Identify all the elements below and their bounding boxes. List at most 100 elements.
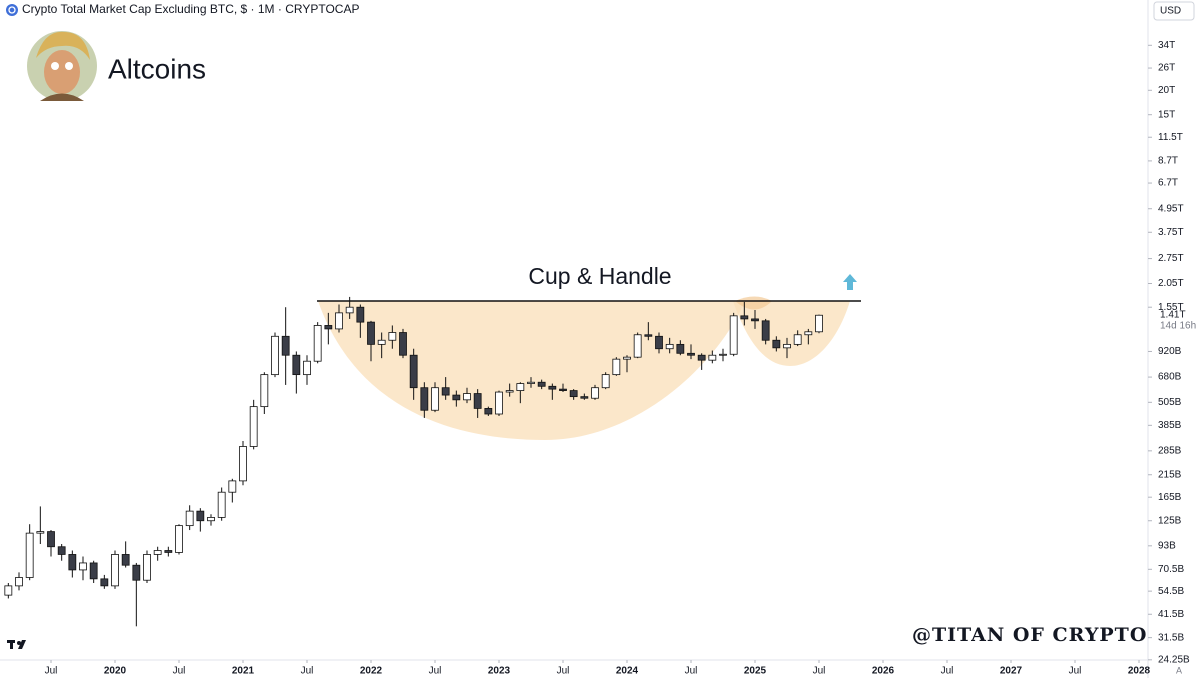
candle-body <box>36 531 45 534</box>
pattern-label: Cup & Handle <box>528 263 671 289</box>
candle-body <box>388 332 397 341</box>
x-tick-label: 2024 <box>616 666 639 677</box>
y-tick-label: 24.25B <box>1158 654 1190 665</box>
y-tick-label: 285B <box>1158 445 1182 456</box>
candle-body <box>761 320 770 341</box>
y-tick-label: 680B <box>1158 372 1182 383</box>
candle-body <box>729 315 738 355</box>
x-tick-label: 2028 <box>1128 666 1151 677</box>
candle-body <box>4 585 13 596</box>
candle-body <box>281 335 290 356</box>
x-tick-label: Jul <box>429 666 442 677</box>
y-tick-label: 34T <box>1158 40 1175 51</box>
y-tick-label: 20T <box>1158 85 1175 96</box>
candle-body <box>804 331 813 336</box>
y-tick-label: 3.75T <box>1158 227 1184 238</box>
candle-body <box>132 564 141 581</box>
candle-body <box>25 532 34 578</box>
y-tick-label: 26T <box>1158 63 1175 74</box>
candle-body <box>601 374 610 389</box>
candle-body <box>271 335 279 376</box>
candle-body <box>676 343 685 354</box>
candle-body <box>57 546 66 555</box>
y-tick-label: 2.75T <box>1158 253 1184 264</box>
candle-body <box>153 550 162 555</box>
candle-body <box>623 356 631 360</box>
breakout-arrow <box>843 274 857 290</box>
y-tick-label: 41.5B <box>1158 609 1184 620</box>
candle-body <box>665 343 674 350</box>
candle-body <box>121 554 130 566</box>
candle-body <box>527 381 535 384</box>
x-tick-label: Jul <box>301 666 314 677</box>
candle-body <box>548 385 557 390</box>
candle-body <box>324 325 333 330</box>
auto-scale-button[interactable]: A <box>1176 665 1182 675</box>
y-tick-label: 125B <box>1158 515 1182 526</box>
candle-body <box>100 578 109 587</box>
y-tick-label: 505B <box>1158 397 1182 408</box>
candle-body <box>559 388 567 391</box>
x-tick-label: 2026 <box>872 666 895 677</box>
candle-body <box>249 406 258 447</box>
x-tick-label: 2023 <box>488 666 511 677</box>
currency-button[interactable] <box>1153 1 1195 21</box>
currency-label[interactable]: USD <box>1160 6 1181 17</box>
candle-body <box>644 334 653 337</box>
candle-body <box>815 314 823 333</box>
y-tick-label: 93B <box>1158 540 1176 551</box>
candle-body <box>793 334 802 345</box>
candle-body <box>783 343 791 349</box>
y-tick-label: 165B <box>1158 492 1182 503</box>
candle-body <box>399 332 407 356</box>
candle-body <box>740 315 749 320</box>
candle-body <box>655 335 663 350</box>
candle-body <box>431 387 439 411</box>
bar-countdown: 14d 16h <box>1160 321 1196 332</box>
y-tick-label: 70.5B <box>1158 564 1184 575</box>
x-tick-label: 2025 <box>744 666 767 677</box>
candle-body <box>580 396 589 399</box>
candle-body <box>633 334 642 358</box>
candle-body <box>367 321 375 345</box>
y-tick-label: 11.5T <box>1158 132 1183 143</box>
x-tick-label: 2027 <box>1000 666 1023 677</box>
y-tick-label: 6.7T <box>1158 178 1178 189</box>
candle-body <box>537 381 546 387</box>
candle-body <box>516 383 525 391</box>
x-tick-label: Jul <box>941 666 954 677</box>
x-tick-label: Jul <box>1069 666 1082 677</box>
candle-body <box>111 554 119 587</box>
candle-body <box>708 354 717 361</box>
candle-body <box>441 387 450 396</box>
x-tick-label: 2020 <box>104 666 127 677</box>
y-tick-label: 920B <box>1158 346 1182 357</box>
candle-body <box>409 354 418 389</box>
y-tick-label: 4.95T <box>1158 203 1184 214</box>
candle-body <box>772 339 781 349</box>
candle-body <box>377 339 386 345</box>
plot-area <box>4 296 823 627</box>
candle-body <box>505 390 514 393</box>
candle-body <box>463 393 471 401</box>
candle-body <box>313 325 322 362</box>
candle-body <box>228 480 237 493</box>
candle-body <box>260 374 269 408</box>
candle-body <box>196 510 205 522</box>
candle-body <box>495 391 503 415</box>
x-tick-label: Jul <box>557 666 570 677</box>
candle-body <box>591 387 599 399</box>
watermark: @TITAN OF CRYPTO <box>912 624 1147 646</box>
y-tick-label: 31.5B <box>1158 632 1184 643</box>
candle-body <box>345 306 354 314</box>
y-tick-label: 54.5B <box>1158 586 1184 597</box>
candle-body <box>239 446 247 482</box>
x-tick-label: 2022 <box>360 666 383 677</box>
candle-body <box>185 510 194 527</box>
y-tick-label: 1.55T <box>1158 302 1184 313</box>
symbol-icon <box>6 4 18 16</box>
tv-logo <box>7 640 26 649</box>
y-tick-label: 2.05T <box>1158 278 1184 289</box>
